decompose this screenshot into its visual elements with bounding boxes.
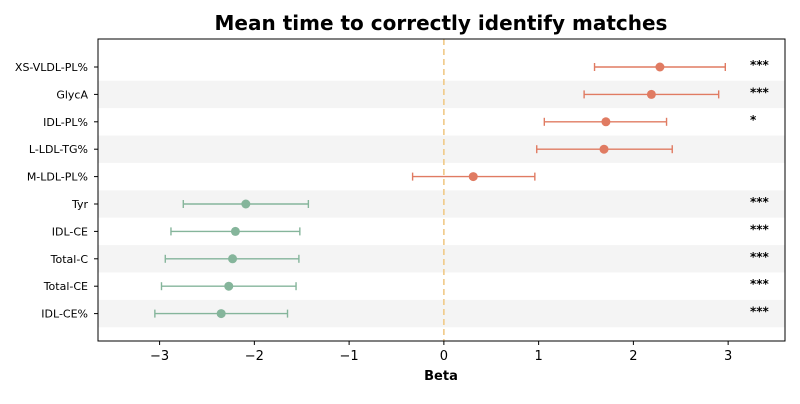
y-tick-label: M-LDL-PL%: [27, 171, 88, 184]
significance-label: *: [750, 113, 757, 127]
significance-label: ***: [750, 58, 770, 72]
x-axis-label: Beta: [424, 369, 458, 384]
significance-markers: **********************: [750, 58, 770, 319]
x-tick-label: −2: [245, 349, 264, 364]
significance-label: ***: [750, 250, 770, 264]
beta-point: [230, 226, 240, 236]
significance-label: ***: [750, 222, 770, 236]
beta-point: [599, 144, 609, 154]
significance-label: ***: [750, 85, 770, 99]
beta-points: [216, 62, 665, 319]
beta-point: [241, 199, 251, 209]
x-tick-label: 1: [534, 349, 542, 364]
x-tick-label: 2: [629, 349, 637, 364]
beta-point: [216, 309, 226, 319]
y-tick-label: GlycA: [56, 88, 88, 101]
x-tick-label: 3: [724, 349, 732, 364]
beta-point: [601, 117, 611, 127]
y-tick-label: IDL-PL%: [43, 116, 88, 129]
y-tick-label: Total-C: [50, 253, 89, 266]
y-tick-label: Tyr: [71, 198, 89, 211]
beta-point: [228, 254, 238, 264]
y-tick-label: L-LDL-TG%: [29, 143, 88, 156]
beta-point: [655, 62, 665, 72]
beta-point: [468, 172, 478, 182]
significance-label: ***: [750, 305, 770, 319]
significance-label: ***: [750, 277, 770, 291]
chart-title: Mean time to correctly identify matches: [215, 11, 668, 35]
beta-point: [646, 89, 656, 99]
y-tick-label: XS-VLDL-PL%: [15, 61, 88, 74]
x-tick-label: 0: [440, 349, 448, 364]
x-tick-label: −3: [150, 349, 169, 364]
significance-label: ***: [750, 195, 770, 209]
row-band: [98, 135, 785, 163]
plot-frame: [97, 38, 786, 342]
x-tick-label: −1: [340, 349, 359, 364]
y-tick-label: IDL-CE: [52, 225, 88, 238]
y-tick-label: IDL-CE%: [41, 308, 88, 321]
beta-point: [224, 281, 234, 291]
y-tick-label: Total-CE: [43, 280, 88, 293]
axes: XS-VLDL-PL% GlycA IDL-PL% L-LDL-TG% M-LDL-PL…: [15, 38, 786, 364]
